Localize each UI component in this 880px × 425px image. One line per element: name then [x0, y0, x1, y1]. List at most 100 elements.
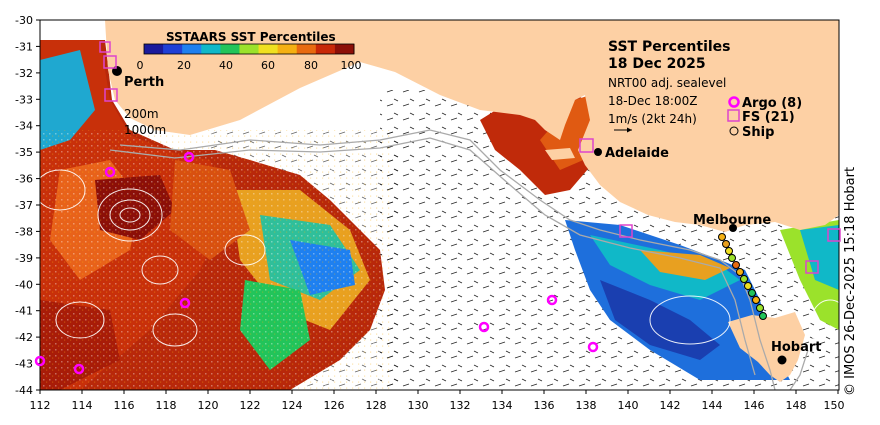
argo-markers: [34, 151, 599, 375]
city-label: Adelaide: [605, 146, 669, 161]
lat-label: -37: [15, 199, 33, 212]
lon-label: 120: [198, 399, 219, 412]
contour-200m-label: 200m: [124, 107, 159, 121]
city-adelaide: Adelaide: [594, 146, 669, 161]
colorbar: SSTAARS SST Percentiles 0 20 40 60 80 10…: [137, 30, 362, 72]
argo-float: [104, 166, 116, 178]
colorbar-tick: 80: [304, 59, 318, 72]
lon-label: 126: [324, 399, 345, 412]
colorbar-swatch: [220, 44, 240, 54]
lon-label: 114: [72, 399, 93, 412]
colorbar-swatch: [182, 44, 202, 54]
city-label: Hobart: [771, 340, 822, 355]
lon-label: 122: [240, 399, 261, 412]
lat-label: -44: [15, 384, 33, 397]
bathymetry-lines: [109, 129, 809, 390]
lat-axis: -30 -31 -32 -33 -34 -35 -36 -37 -38 -39 …: [15, 14, 40, 397]
lon-label: 150: [824, 399, 845, 412]
argo-legend-label: Argo (8): [742, 96, 802, 111]
lat-label: -43: [15, 358, 33, 371]
lon-label: 130: [408, 399, 429, 412]
fs-station: [99, 41, 111, 53]
colorbar-frame: [143, 43, 355, 55]
fs-legend-icon: [727, 109, 740, 122]
obs-legend: Argo (8) FS (21) Ship: [727, 96, 802, 140]
colorbar-swatch: [163, 44, 183, 54]
ship-legend-icon: [729, 126, 739, 136]
lon-label: 134: [492, 399, 513, 412]
lon-label: 136: [534, 399, 555, 412]
colorbar-title: SSTAARS SST Percentiles: [166, 30, 336, 44]
colorbar-swatch: [277, 44, 298, 54]
argo-float: [183, 151, 195, 163]
lat-label: -42: [15, 331, 33, 344]
fs-station: [619, 224, 633, 238]
valid-time: 18-Dec 18:00Z: [608, 94, 697, 108]
fs-station: [579, 138, 594, 153]
lat-label: -35: [15, 146, 33, 159]
lon-label: 142: [660, 399, 681, 412]
land-tasmania: [728, 312, 805, 382]
colorbar-swatch: [144, 44, 164, 54]
current-scale-label: 1m/s (2kt 24h): [608, 112, 697, 126]
lon-label: 118: [156, 399, 177, 412]
fs-markers: [99, 41, 841, 274]
land-kangaroo-island: [545, 148, 575, 160]
lat-label: -32: [15, 67, 33, 80]
map-date: 18 Dec 2025: [608, 56, 706, 72]
colorbar-swatches: [143, 43, 355, 55]
fs-station: [104, 88, 118, 102]
fs-legend-label: FS (21): [742, 110, 795, 125]
colorbar-swatch: [239, 44, 260, 54]
fs-station: [805, 260, 819, 274]
fs-station: [827, 228, 841, 242]
colorbar-swatch: [296, 44, 317, 54]
lat-label: -38: [15, 225, 33, 238]
ssh-contours: [40, 169, 839, 351]
colorbar-tick: 60: [261, 59, 275, 72]
argo-float: [587, 341, 599, 353]
lat-label: -31: [15, 40, 33, 53]
lon-label: 140: [618, 399, 639, 412]
argo-float: [73, 363, 85, 375]
scale-arrow: [614, 127, 632, 133]
lat-label: -41: [15, 305, 33, 318]
lon-label: 138: [576, 399, 597, 412]
argo-float: [34, 355, 46, 367]
ship-track: [718, 233, 767, 320]
lat-label: -33: [15, 93, 33, 106]
city-label: Perth: [124, 75, 164, 90]
colorbar-swatch: [334, 44, 355, 54]
city-label: Melbourne: [693, 213, 771, 228]
lat-label: -36: [15, 173, 33, 186]
city-melbourne: Melbourne: [693, 213, 771, 232]
lon-label: 148: [786, 399, 807, 412]
colorbar-swatch: [201, 44, 221, 54]
lon-label: 116: [114, 399, 135, 412]
lon-label: 132: [450, 399, 471, 412]
lon-label: 146: [744, 399, 765, 412]
colorbar-tick: 0: [137, 59, 144, 72]
lat-label: -40: [15, 278, 33, 291]
argo-float: [179, 297, 191, 309]
argo-float: [546, 294, 558, 306]
argo-float: [478, 321, 490, 333]
lat-label: -30: [15, 14, 33, 27]
fs-station: [103, 55, 117, 69]
colorbar-tick: 40: [219, 59, 233, 72]
ship-legend-label: Ship: [742, 125, 774, 140]
lon-label: 112: [30, 399, 51, 412]
colorbar-swatch: [315, 44, 336, 54]
colorbar-tick: 20: [177, 59, 191, 72]
contour-1000m-label: 1000m: [124, 123, 166, 137]
lon-axis: 112 114 116 118 120 122 124 126 128 130 …: [30, 390, 845, 412]
product-label: NRT00 adj. sealevel: [608, 76, 726, 90]
lon-label: 144: [702, 399, 723, 412]
credit-text: © IMOS 26-Dec-2025 15:18 Hobart: [843, 166, 858, 396]
lon-label: 128: [366, 399, 387, 412]
lon-label: 124: [282, 399, 303, 412]
colorbar-swatch: [258, 44, 279, 54]
lat-label: -34: [15, 120, 33, 133]
map-title: SST Percentiles: [608, 39, 731, 55]
